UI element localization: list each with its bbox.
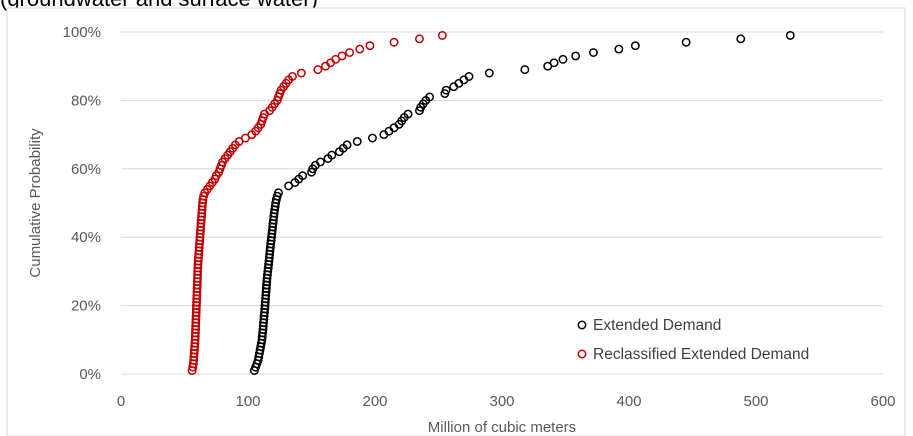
- data-point: [614, 44, 624, 54]
- data-point: [345, 48, 355, 57]
- y-axis-ticks: 0% 20% 40% 60% 80% 100%: [63, 24, 101, 383]
- y-tick-label: 100%: [63, 24, 101, 41]
- y-tick-label: 40%: [71, 229, 101, 246]
- data-point: [441, 85, 451, 95]
- data-point: [571, 51, 581, 61]
- x-tick-label: 400: [616, 393, 641, 410]
- data-point: [337, 51, 347, 61]
- chart-title: (groundwater and surface water): [0, 0, 318, 12]
- data-point: [736, 34, 746, 44]
- data-point: [785, 30, 795, 40]
- data-point: [368, 133, 377, 143]
- data-point: [389, 37, 399, 47]
- data-point: [355, 44, 365, 54]
- legend-marker: [577, 349, 587, 359]
- data-point: [327, 150, 337, 160]
- data-point: [274, 188, 283, 198]
- legend-marker: [577, 320, 587, 330]
- data-point: [484, 68, 494, 78]
- y-tick-label: 60%: [71, 161, 101, 178]
- x-axis-ticks: 0 100 200 300 400 500 600: [117, 393, 896, 410]
- chart-area-border: [6, 7, 906, 436]
- data-point: [681, 37, 691, 47]
- y-tick-label: 80%: [71, 92, 101, 109]
- x-tick-label: 600: [870, 393, 895, 410]
- data-point: [630, 41, 640, 51]
- y-tick-label: 20%: [71, 298, 101, 315]
- data-point: [365, 41, 375, 51]
- data-point: [403, 109, 413, 119]
- data-point: [520, 65, 530, 75]
- x-tick-label: 0: [117, 393, 125, 410]
- x-tick-label: 500: [743, 393, 768, 410]
- series-1: [187, 30, 447, 376]
- data-point: [437, 30, 447, 40]
- data-point: [296, 68, 306, 78]
- data-point: [425, 92, 435, 102]
- data-point: [415, 34, 424, 44]
- data-point: [315, 157, 325, 167]
- data-point: [342, 140, 352, 150]
- data-points: [187, 30, 795, 376]
- legend-label: Extended Demand: [593, 317, 721, 334]
- data-point: [549, 58, 559, 68]
- legend: Extended Demand Reclassified Extended Dem…: [577, 317, 809, 363]
- x-tick-label: 200: [362, 393, 387, 410]
- data-point: [298, 171, 308, 181]
- x-tick-label: 100: [235, 393, 260, 410]
- x-tick-label: 300: [489, 393, 514, 410]
- series-0: [249, 30, 795, 376]
- data-point: [313, 65, 323, 75]
- data-point: [558, 54, 568, 64]
- gridlines: [121, 31, 883, 307]
- data-point: [464, 72, 474, 81]
- data-point: [352, 136, 362, 146]
- data-point: [588, 48, 598, 57]
- legend-label: Reclassified Extended Demand: [593, 346, 809, 363]
- y-axis-title: Cumulative Probability: [27, 128, 44, 278]
- data-point: [288, 72, 297, 81]
- y-tick-label: 0%: [79, 366, 101, 383]
- x-axis-title: Million of cubic meters: [428, 419, 576, 436]
